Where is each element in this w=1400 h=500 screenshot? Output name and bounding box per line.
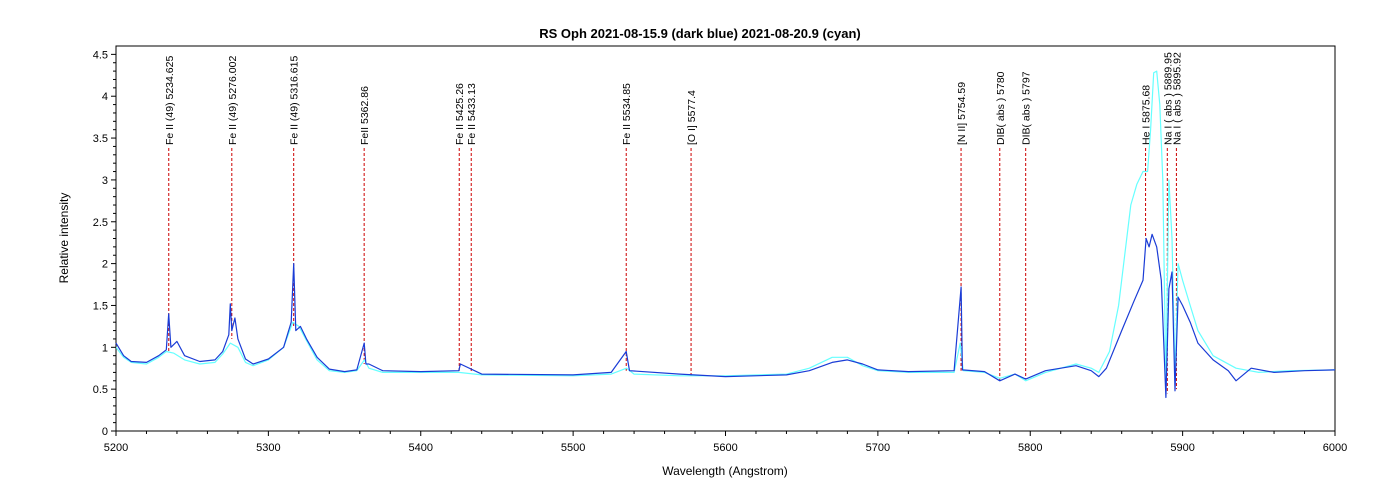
y-tick-label: 2.5 bbox=[93, 217, 108, 229]
x-tick-label: 5700 bbox=[866, 442, 890, 454]
series-group bbox=[115, 70, 1336, 399]
line-id-label: Na I ( abs ) 5889.95 bbox=[1162, 52, 1174, 145]
x-axis: 5200 5300 5400 5500 5600 5700 5800 5900 6000 bbox=[104, 431, 1347, 454]
y-tick-label: 0.5 bbox=[93, 384, 108, 396]
line-id-label: Na I ( abs ) 5895.92 bbox=[1171, 52, 1183, 145]
y-axis-label: Relative intensity bbox=[57, 193, 71, 284]
line-id-label: [O I] 5577.4 bbox=[686, 90, 698, 145]
chart-title: RS Oph 2021-08-15.9 (dark blue) 2021-08-… bbox=[539, 26, 861, 41]
y-tick-label: 2 bbox=[102, 259, 108, 271]
x-tick-label: 5200 bbox=[104, 442, 128, 454]
line-id-label: FeII 5362.86 bbox=[359, 86, 371, 145]
x-tick-label: 5800 bbox=[1018, 442, 1042, 454]
y-tick-label: 3.5 bbox=[93, 133, 108, 145]
plot-area bbox=[115, 45, 1336, 432]
y-tick-label: 1 bbox=[102, 342, 108, 354]
y-tick-label: 3 bbox=[102, 175, 108, 187]
x-axis-label: Wavelength (Angstrom) bbox=[662, 464, 788, 478]
y-tick-label: 4.5 bbox=[93, 49, 108, 61]
line-id-label: He I 5875.68 bbox=[1141, 85, 1153, 145]
x-tick-label: 5300 bbox=[256, 442, 280, 454]
x-tick-label: 5900 bbox=[1170, 442, 1194, 454]
line-id-label: Fe II 5534.85 bbox=[621, 83, 633, 145]
x-tick-label: 5400 bbox=[409, 442, 433, 454]
y-tick-label: 4 bbox=[102, 91, 108, 103]
x-tick-label: 5600 bbox=[713, 442, 737, 454]
line-id-label: Fe II (49) 5234.625 bbox=[164, 56, 176, 145]
y-axis: 0 0.5 1 1.5 2 2.5 3 3.5 4 4.5 bbox=[93, 49, 116, 438]
line-identifications: Fe II (49) 5234.625 Fe II (49) 5276.002 Fe… bbox=[164, 52, 1183, 394]
line-id-label: Fe II (49) 5276.002 bbox=[227, 56, 239, 145]
line-id-label: Fe II (49) 5316.615 bbox=[289, 56, 301, 145]
line-id-label: DIB( abs ) 5797 bbox=[1021, 71, 1033, 145]
line-id-label: DIB( abs ) 5780 bbox=[995, 71, 1007, 145]
line-id-label: Fe II 5433.13 bbox=[466, 83, 478, 145]
line-id-label: [N II] 5754.59 bbox=[956, 82, 968, 145]
x-tick-label: 5500 bbox=[561, 442, 585, 454]
y-tick-label: 0 bbox=[102, 426, 108, 438]
x-tick-label: 6000 bbox=[1323, 442, 1347, 454]
spectrum-series-line bbox=[115, 233, 1336, 399]
y-tick-label: 1.5 bbox=[93, 300, 108, 312]
spectrum-series-line bbox=[115, 70, 1336, 386]
line-id-label: Fe II 5425.26 bbox=[454, 83, 466, 145]
